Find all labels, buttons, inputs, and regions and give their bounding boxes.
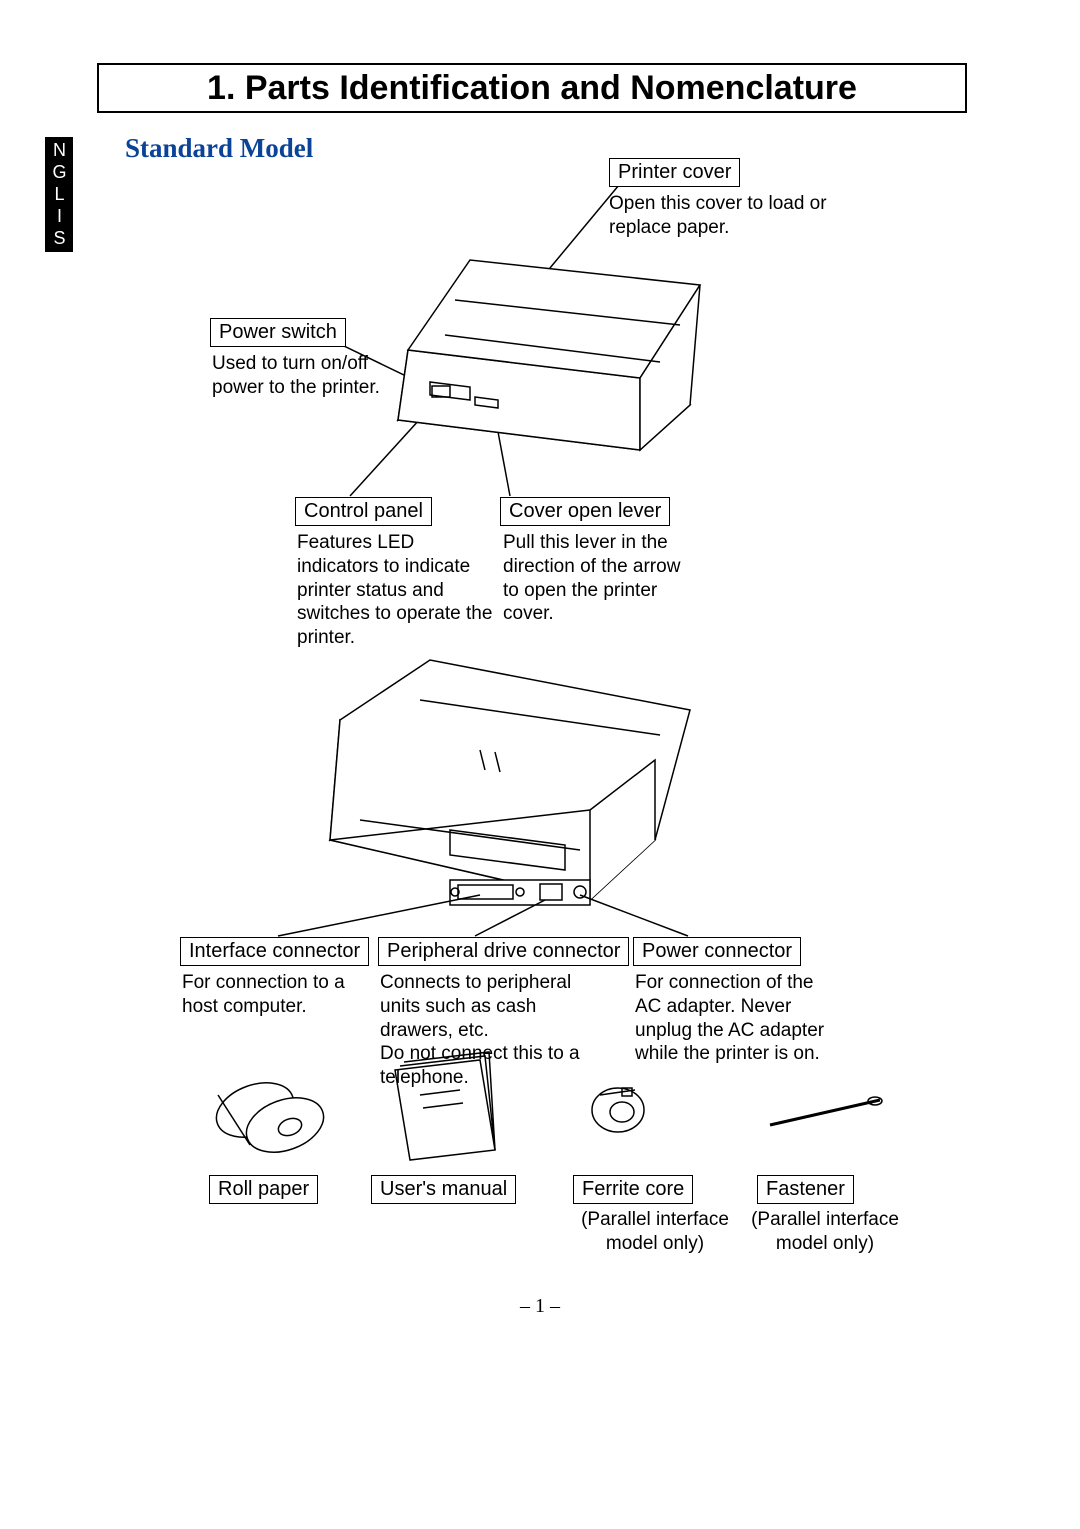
section-title-box: 1. Parts Identification and Nomenclature: [97, 63, 967, 113]
desc-power-connector: For connection of the AC adapter. Never …: [635, 971, 830, 1066]
desc-control-panel: Features LED indicators to indicate prin…: [297, 531, 497, 650]
label-interface-connector: Interface connector: [180, 937, 369, 966]
section-title: 1. Parts Identification and Nomenclature: [207, 69, 857, 108]
page-number: – 1 –: [0, 1295, 1080, 1318]
desc-interface-connector: For connection to a host computer.: [182, 971, 372, 1019]
label-peripheral-drive-connector: Peripheral drive connector: [378, 937, 629, 966]
label-roll-paper: Roll paper: [209, 1175, 318, 1204]
label-power-switch: Power switch: [210, 318, 346, 347]
label-control-panel: Control panel: [295, 497, 432, 526]
language-tab: ENGLISH: [45, 137, 73, 252]
manual-page: ENGLISH 1. Parts Identification and Nome…: [0, 0, 1080, 1529]
desc-printer-cover: Open this cover to load or replace paper…: [609, 192, 869, 240]
label-power-connector: Power connector: [633, 937, 801, 966]
desc-cover-open-lever: Pull this lever in the direction of the …: [503, 531, 698, 626]
label-users-manual: User's manual: [371, 1175, 516, 1204]
label-printer-cover: Printer cover: [609, 158, 740, 187]
note-fastener: (Parallel interface model only): [730, 1208, 920, 1256]
language-tab-text: ENGLISH: [49, 118, 70, 272]
label-ferrite-core: Ferrite core: [573, 1175, 693, 1204]
desc-peripheral-drive-connector: Connects to peripheral units such as cas…: [380, 971, 605, 1090]
note-ferrite-core: (Parallel interface model only): [560, 1208, 750, 1256]
label-fastener: Fastener: [757, 1175, 854, 1204]
label-cover-open-lever: Cover open lever: [500, 497, 670, 526]
desc-power-switch: Used to turn on/off power to the printer…: [212, 352, 407, 400]
subheading-standard-model: Standard Model: [125, 133, 313, 164]
